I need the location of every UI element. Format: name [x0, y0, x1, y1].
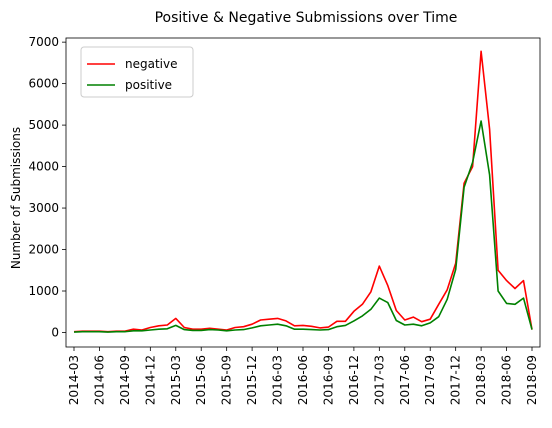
x-tick-label: 2018-06: [500, 355, 514, 405]
x-tick-label: 2015-03: [169, 355, 183, 405]
y-tick-label: 5000: [28, 118, 59, 132]
x-tick-label: 2014-09: [118, 355, 132, 405]
x-tick-label: 2016-03: [271, 355, 285, 405]
x-tick-label: 2017-06: [398, 355, 412, 405]
y-tick-label: 1000: [28, 284, 59, 298]
x-tick-label: 2016-09: [321, 355, 335, 405]
y-tick-label: 0: [51, 325, 59, 339]
y-tick-label: 3000: [28, 201, 59, 215]
x-tick-label: 2014-03: [67, 355, 81, 405]
x-tick-label: 2016-12: [347, 355, 361, 405]
x-tick-label: 2014-12: [143, 355, 157, 405]
x-tick-label: 2017-09: [423, 355, 437, 405]
x-tick-label: 2015-12: [245, 355, 259, 405]
series-line-positive: [73, 120, 533, 333]
legend-label-negative: negative: [125, 57, 177, 71]
legend-label-positive: positive: [125, 78, 172, 92]
chart-title: Positive & Negative Submissions over Tim…: [155, 10, 458, 26]
y-tick-label: 7000: [28, 35, 59, 49]
x-tick-label: 2017-03: [372, 355, 386, 405]
x-tick-label: 2014-06: [92, 355, 106, 405]
y-tick-label: 6000: [28, 77, 59, 91]
x-tick-label: 2017-12: [449, 355, 463, 405]
x-tick-label: 2015-06: [194, 355, 208, 405]
legend: negative positive: [80, 46, 194, 98]
y-tick-label: 2000: [28, 243, 59, 257]
x-tick-label: 2018-09: [525, 355, 539, 405]
x-tick-label: 2015-09: [220, 355, 234, 405]
y-axis-label: Number of Submissions: [9, 127, 23, 269]
y-tick-label: 4000: [28, 160, 59, 174]
plot-area: 0 1000 2000 3000 4000 5000 6000 7000 2014-03 2014…: [28, 35, 541, 405]
x-tick-label: 2016-06: [296, 355, 310, 405]
x-tick-label: 2018-03: [474, 355, 488, 405]
